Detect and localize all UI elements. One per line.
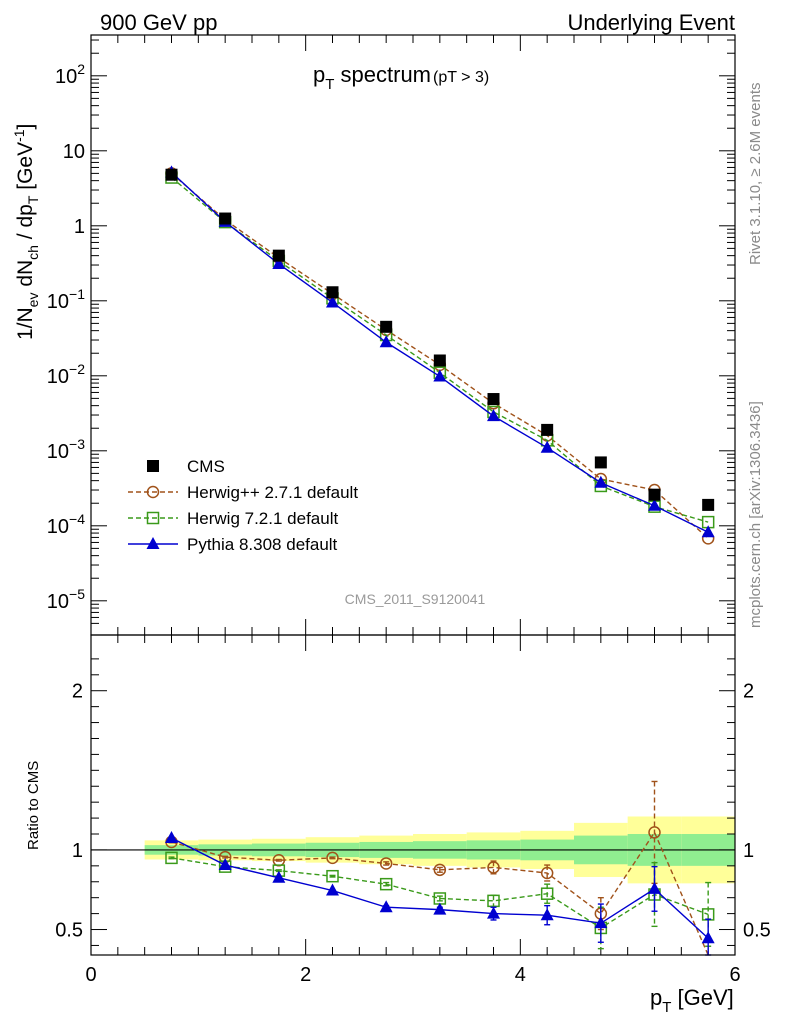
ratio-point-herwigpp bbox=[648, 826, 661, 839]
header-left-label: 900 GeV pp bbox=[100, 10, 217, 35]
x-tick-label: 6 bbox=[729, 964, 740, 986]
ratio-panel-frame bbox=[90, 634, 736, 956]
header-right-label: Underlying Event bbox=[567, 10, 735, 35]
ratio-point-herwig7 bbox=[165, 851, 178, 865]
ratio-point-herwig7 bbox=[540, 887, 554, 900]
main-panel-series bbox=[165, 165, 715, 545]
data-point-cms bbox=[272, 249, 285, 262]
mcplots-label: mcplots.cern.ch [arXiv:1306.3436] bbox=[747, 401, 764, 628]
analysis-label: CMS_2011_S9120041 bbox=[345, 591, 486, 607]
series-cms bbox=[165, 168, 715, 511]
y-tick-label: 10−3 bbox=[47, 436, 85, 463]
ratio-y-tick-label: 0.5 bbox=[55, 920, 83, 942]
ratio-series-pythia bbox=[165, 830, 715, 956]
series-herwig7 bbox=[165, 171, 715, 529]
ratio-y-tick-label-right: 0.5 bbox=[743, 920, 771, 942]
rivet-version-label: Rivet 3.1.10, ≥ 2.6M events bbox=[747, 83, 764, 266]
data-point-cms bbox=[326, 286, 339, 299]
legend-item-pythia: Pythia 8.308 default bbox=[128, 535, 338, 554]
legend-label: Herwig++ 2.7.1 default bbox=[187, 483, 358, 502]
ratio-point-herwig7 bbox=[487, 894, 500, 908]
data-point-cms bbox=[165, 168, 178, 181]
data-point-pythia bbox=[433, 369, 447, 382]
data-point-cms bbox=[219, 212, 232, 225]
legend-label: CMS bbox=[187, 457, 225, 476]
data-point-cms bbox=[487, 393, 500, 406]
legend-item-herwigpp: Herwig++ 2.7.1 default bbox=[128, 483, 358, 502]
y-tick-label: 10−4 bbox=[47, 511, 85, 538]
chart-title: pT spectrum (pT > 3) bbox=[313, 62, 489, 93]
ratio-point-pythia bbox=[648, 881, 661, 894]
ratio-panel-axes: 0 2 4 60.5 0.51 12 2 bbox=[55, 635, 771, 986]
ratio-line-herwigpp bbox=[171, 830, 709, 956]
data-point-pythia bbox=[487, 409, 500, 422]
data-point-cms bbox=[648, 488, 661, 501]
data-point-pythia bbox=[701, 525, 715, 538]
ratio-point-pythia bbox=[594, 916, 608, 929]
data-point-pythia bbox=[540, 440, 554, 453]
legend-marker bbox=[147, 460, 159, 472]
data-point-cms bbox=[541, 423, 554, 436]
series-line-pythia bbox=[171, 171, 709, 533]
x-axis-label: pT [GeV] bbox=[650, 985, 734, 1016]
data-point-cms bbox=[433, 354, 446, 367]
data-point-pythia bbox=[648, 498, 661, 511]
y-tick-label: 10−1 bbox=[47, 286, 85, 313]
ratio-point-herwigpp bbox=[540, 866, 554, 880]
y-tick-label: 10−2 bbox=[47, 361, 85, 388]
ratio-point-pythia bbox=[701, 931, 715, 944]
data-point-pythia bbox=[379, 335, 393, 348]
data-point-pythia bbox=[594, 475, 608, 488]
ratio-point-pythia bbox=[379, 900, 393, 913]
x-tick-label: 2 bbox=[300, 964, 311, 986]
legend-item-herwig7: Herwig 7.2.1 default bbox=[128, 509, 338, 528]
legend-marker bbox=[146, 485, 160, 499]
y-axis-label-ratio: Ratio to CMS bbox=[25, 761, 42, 850]
y-axis-label-main: 1/Nev dNch / dpT [GeV-1] bbox=[11, 124, 41, 340]
legend-item-cms: CMS bbox=[147, 457, 225, 476]
legend: CMS Herwig++ 2.7.1 default Herwig 7.2.1 de… bbox=[128, 457, 358, 554]
main-panel-axes: 10−5 10−4 10−3 10−2 10−1 1 10 102 bbox=[47, 35, 736, 635]
ratio-y-tick-label: 1 bbox=[72, 840, 83, 862]
legend-label: Herwig 7.2.1 default bbox=[187, 509, 338, 528]
data-point-pythia bbox=[326, 295, 339, 308]
ratio-point-herwigpp bbox=[326, 851, 339, 865]
ratio-point-pythia bbox=[433, 902, 447, 915]
data-point-cms bbox=[594, 456, 607, 469]
ratio-point-pythia bbox=[218, 858, 232, 871]
legend-marker bbox=[146, 511, 160, 525]
ratio-point-herwigpp bbox=[433, 863, 447, 877]
legend-label: Pythia 8.308 default bbox=[187, 535, 338, 554]
ratio-point-pythia bbox=[165, 830, 178, 843]
series-pythia bbox=[165, 165, 715, 538]
series-line-herwig7 bbox=[171, 177, 709, 523]
y-tick-label: 102 bbox=[55, 61, 85, 88]
ratio-point-pythia bbox=[540, 908, 554, 921]
legend-marker bbox=[146, 537, 160, 549]
ratio-line-herwig7 bbox=[171, 857, 709, 929]
ratio-point-pythia bbox=[272, 870, 286, 883]
data-point-pythia bbox=[272, 256, 286, 269]
y-tick-label: 10−5 bbox=[47, 586, 85, 613]
ratio-point-pythia bbox=[326, 883, 339, 896]
x-tick-label: 4 bbox=[515, 964, 526, 986]
ratio-y-tick-label-right: 1 bbox=[743, 840, 754, 862]
x-tick-label: 0 bbox=[85, 964, 96, 986]
data-point-cms bbox=[380, 320, 393, 333]
ratio-y-tick-label: 2 bbox=[72, 681, 83, 703]
ratio-point-herwigpp bbox=[487, 861, 500, 874]
y-tick-label: 1 bbox=[74, 216, 85, 238]
ratio-point-herwig7 bbox=[379, 877, 393, 891]
ratio-point-pythia bbox=[487, 906, 500, 919]
data-point-cms bbox=[702, 498, 715, 511]
ratio-point-herwigpp bbox=[379, 857, 393, 870]
y-tick-label: 10 bbox=[63, 141, 85, 163]
ratio-point-herwig7 bbox=[326, 869, 339, 883]
ratio-y-tick-label-right: 2 bbox=[743, 681, 754, 703]
ratio-panel-series bbox=[165, 780, 715, 956]
